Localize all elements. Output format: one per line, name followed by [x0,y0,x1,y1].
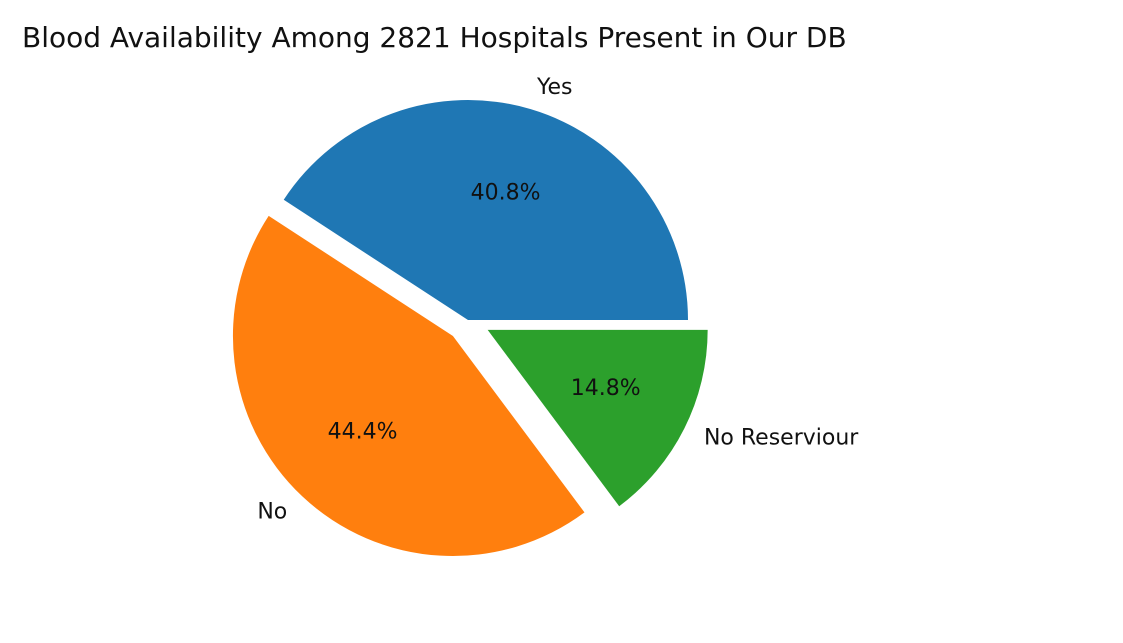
slice-label-yes: Yes [536,75,573,100]
labels-layer: 40.8% Yes 44.4% No 14.8% No Reserviour [257,75,859,524]
slices-layer [232,100,708,557]
pie-slice-yes [283,100,688,321]
pie-slice-no [232,215,585,557]
pie-slice-no-reserviour [487,329,708,507]
slice-label-no-reserviour: No Reserviour [704,425,859,450]
pct-label-no: 44.4% [328,419,398,444]
pct-label-yes: 40.8% [471,180,541,205]
slice-label-no: No [257,499,287,524]
pct-label-no-reserviour: 14.8% [571,376,641,401]
chart-title: Blood Availability Among 2821 Hospitals … [22,21,847,54]
